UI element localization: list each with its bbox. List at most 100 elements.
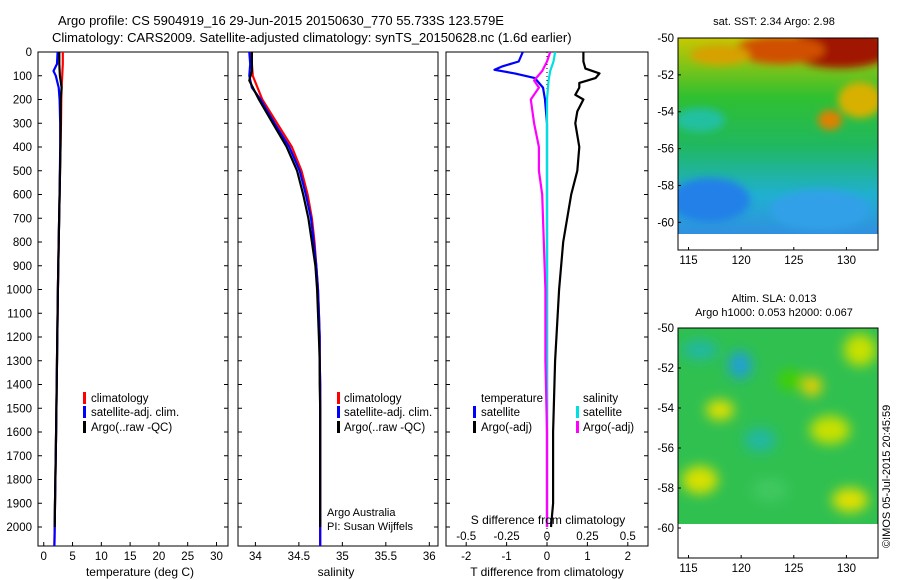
sla-high-patch	[802, 376, 822, 396]
sst-map-title: sat. SST: 2.34 Argo: 2.98	[713, 16, 835, 28]
x-tick-label: 10	[95, 551, 108, 563]
s-difference-xlabel: S difference from climatology	[471, 513, 626, 527]
x2-tick-label: -0.25	[493, 531, 519, 543]
legend-label-argo: Argo(..raw -QC)	[91, 422, 172, 434]
series-line-argo-raw-qc-	[53, 52, 63, 528]
sst-warm-patch	[690, 45, 750, 65]
sst-map-frame	[677, 37, 879, 251]
map-y-tick-label: -56	[657, 443, 674, 455]
legend-label-climatology: climatology	[344, 393, 402, 405]
legend-swatch-argo	[337, 421, 340, 433]
x-tick-label: 0	[41, 551, 47, 563]
series-line-temperature-argo-adj-	[549, 52, 601, 528]
series-line-argo-raw-qc-	[248, 52, 322, 527]
sla-mid-patch	[752, 478, 788, 502]
y-tick-label: 1300	[6, 356, 32, 368]
temperature-xlabel: temperature (deg C)	[86, 565, 194, 579]
y-tick-label: 1100	[7, 308, 32, 320]
salinity-xlabel: salinity	[318, 565, 355, 579]
y-tick-label: 300	[13, 118, 32, 130]
legend-swatch-climatology	[83, 392, 86, 404]
x-tick-label: 5	[69, 551, 75, 563]
series-line-climatology	[249, 52, 322, 546]
map-y-tick-label: -58	[657, 180, 674, 192]
legend-swatch-climatology	[337, 392, 340, 404]
sla-nodata	[678, 524, 878, 558]
y-tick-label: 500	[13, 166, 32, 178]
series-line-salinity-satellite	[545, 52, 557, 527]
legend-swatch-argo	[83, 421, 86, 433]
legend-swatch-satellite	[83, 406, 86, 418]
sla-high-patch	[844, 334, 876, 366]
legend-swatch-t-argo	[473, 421, 476, 433]
sla-low-patch	[744, 428, 776, 452]
legend-group-salinity: salinity	[583, 393, 618, 405]
series-line-salinity-argo-adj-	[529, 52, 552, 527]
temperature-panel	[37, 51, 229, 547]
salinity-profile-lines	[248, 52, 322, 546]
sla-high-patch	[706, 400, 734, 420]
x-tick-label: 36	[423, 551, 436, 563]
y-tick-label: 900	[13, 261, 32, 273]
y-tick-label: 2000	[6, 522, 32, 534]
legend-label-s-argo: Argo(-adj)	[583, 422, 634, 434]
map-x-tick-label: 120	[732, 255, 751, 267]
x-tick-label: 34	[249, 551, 262, 563]
sst-cold-patch	[678, 178, 750, 222]
credit-pi: PI: Susan Wijffels	[327, 521, 413, 533]
sst-map-ticks: 115 120 125 130 -50 -52 -54 -56 -58 -60	[657, 33, 856, 267]
sla-low-patch	[728, 351, 752, 379]
x-tick-label: 34.5	[288, 551, 310, 563]
y-tick-label: 400	[13, 142, 32, 154]
y-tick-label: 600	[13, 190, 32, 202]
x2-tick-label: 0.25	[576, 531, 598, 543]
x-tick-label: 2	[625, 551, 631, 563]
sst-warm-patch	[818, 110, 842, 130]
legend-swatch-t-satellite	[473, 406, 476, 418]
map-y-tick-label: -50	[657, 33, 674, 45]
map-y-tick-label: -56	[657, 144, 674, 156]
legend-label-argo: Argo(..raw -QC)	[344, 422, 425, 434]
map-x-tick-label: 130	[837, 563, 856, 575]
sst-cool-patch	[678, 108, 725, 132]
map-x-tick-label: 120	[732, 563, 751, 575]
sst-heatmap	[678, 38, 878, 234]
x-tick-label: 25	[181, 551, 194, 563]
x-tick-label: 30	[210, 551, 223, 563]
y-tick-label: 1400	[6, 380, 32, 392]
y-tick-label: 1800	[6, 475, 32, 487]
y-tick-label: 800	[13, 237, 32, 249]
y-tick-label: 1200	[6, 332, 32, 344]
salinity-legend: climatology satellite-adj. clim. Argo(..…	[337, 392, 432, 434]
temperature-profile-lines	[52, 52, 64, 546]
sla-map-ticks: 115 120 125 130 -50 -52 -54 -56 -58 -60	[657, 323, 856, 575]
figure-title-line2: Climatology: CARS2009. Satellite-adjuste…	[52, 30, 572, 45]
x2-tick-label: 0.5	[620, 531, 636, 543]
legend-label-satellite: satellite-adj. clim.	[91, 407, 179, 419]
map-x-tick-label: 115	[679, 563, 697, 575]
temperature-axis-ticks: 0 5 10 15 20 25 300100200300400500600700800900…	[6, 47, 228, 563]
map-x-tick-label: 125	[784, 563, 803, 575]
sla-low-patch	[682, 340, 718, 360]
sst-cold-patch	[770, 190, 870, 230]
map-x-tick-label: 115	[679, 255, 697, 267]
sla-high-patch	[810, 416, 850, 444]
map-x-tick-label: 130	[837, 255, 856, 267]
sst-warm-patch	[838, 82, 878, 118]
difference-profile-lines	[493, 52, 601, 546]
y-tick-label: 100	[13, 71, 32, 83]
salinity-axis-ticks: 34 34.5 35 35.5 36	[238, 51, 438, 563]
temperature-legend: climatology satellite-adj. clim. Argo(..…	[83, 392, 179, 434]
sla-high-patch	[682, 466, 718, 494]
y-tick-label: 200	[13, 95, 32, 107]
legend-label-satellite: satellite-adj. clim.	[344, 407, 432, 419]
sla-heatmap	[678, 328, 878, 524]
t-difference-xlabel: T difference from climatology	[470, 565, 624, 579]
map-y-tick-label: -50	[657, 323, 674, 335]
map-y-tick-label: -54	[657, 403, 674, 415]
map-y-tick-label: -52	[657, 70, 674, 82]
y-tick-label: 0	[26, 47, 32, 59]
x-tick-label: -1	[501, 551, 511, 563]
legend-label-t-satellite: satellite	[481, 407, 520, 419]
